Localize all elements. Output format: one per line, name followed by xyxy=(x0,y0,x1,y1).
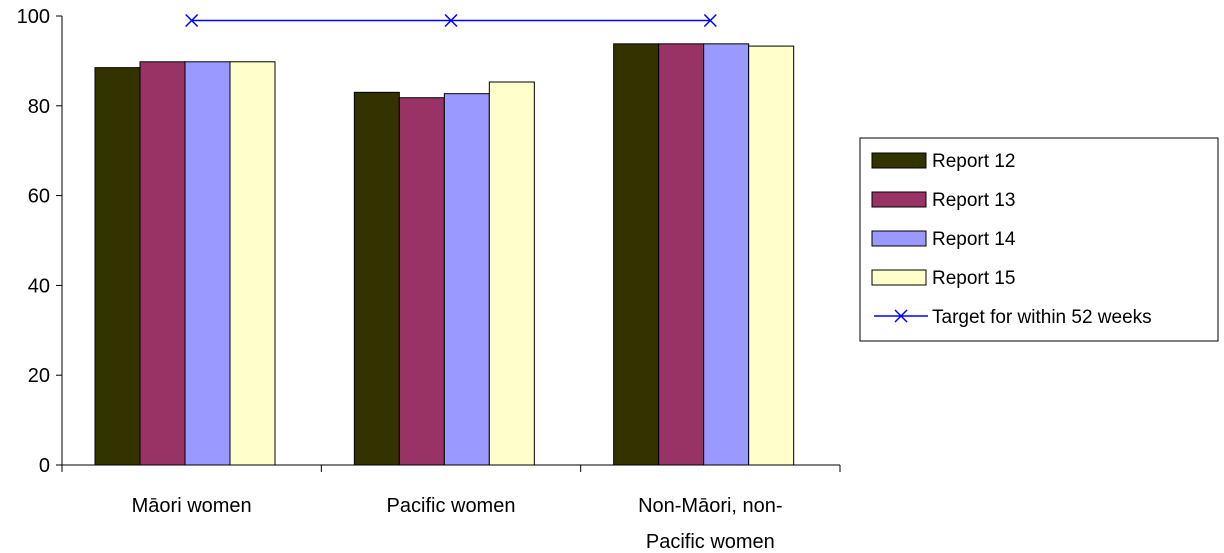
category-label: Pacific women xyxy=(646,531,775,553)
legend-label-report-13: Report 13 xyxy=(932,190,1015,211)
bar-report-15-cat-1 xyxy=(488,81,535,466)
target-marker xyxy=(444,13,458,28)
bar-report-13-cat-1 xyxy=(398,97,445,466)
y-tick-label: 0 xyxy=(39,455,50,477)
legend-label-report-15: Report 15 xyxy=(932,268,1015,289)
y-tick-label: 100 xyxy=(17,6,50,28)
y-tick-label: 80 xyxy=(28,96,50,118)
y-tick-label: 20 xyxy=(28,365,50,387)
legend-swatch-report-12 xyxy=(871,152,927,169)
legend-label-target-for-within-52-weeks: Target for within 52 weeks xyxy=(932,307,1152,328)
target-marker xyxy=(185,13,199,28)
bar-report-13-cat-2 xyxy=(658,43,705,466)
category-label: Pacific women xyxy=(387,495,516,517)
bar-report-13-cat-0 xyxy=(139,61,186,466)
y-tick-label: 40 xyxy=(28,275,50,297)
y-tick-labels: 0 20 40 60 80 100 xyxy=(17,6,50,477)
target-marker xyxy=(703,13,717,28)
bar-report-12-cat-2 xyxy=(613,43,660,466)
bar-report-15-cat-2 xyxy=(748,45,795,466)
legend-label-report-12: Report 12 xyxy=(932,151,1015,172)
legend-swatch-report-14 xyxy=(871,230,927,247)
bar-report-14-cat-2 xyxy=(703,43,750,466)
bar-report-14-cat-1 xyxy=(443,93,490,466)
bar-report-12-cat-1 xyxy=(353,91,400,466)
bars-group xyxy=(94,43,795,466)
category-label: Māori women xyxy=(132,495,252,517)
y-tick-label: 60 xyxy=(28,186,50,208)
x-category-labels: Māori women Pacific women Non-Māori, non- P… xyxy=(132,495,783,553)
category-label: Non-Māori, non- xyxy=(638,495,783,517)
legend-swatch-report-13 xyxy=(871,191,927,208)
legend-swatch-report-15 xyxy=(871,269,927,286)
legend: Report 12 Report 13 Report 14 Report 15 Targ… xyxy=(859,137,1219,342)
target-line-group xyxy=(185,13,717,28)
legend-label-report-14: Report 14 xyxy=(932,229,1016,250)
legend-swatch-target-for-within-52-weeks xyxy=(874,309,928,323)
bar-report-14-cat-0 xyxy=(184,61,231,466)
bar-report-15-cat-0 xyxy=(229,61,276,466)
bar-report-12-cat-0 xyxy=(94,67,141,466)
